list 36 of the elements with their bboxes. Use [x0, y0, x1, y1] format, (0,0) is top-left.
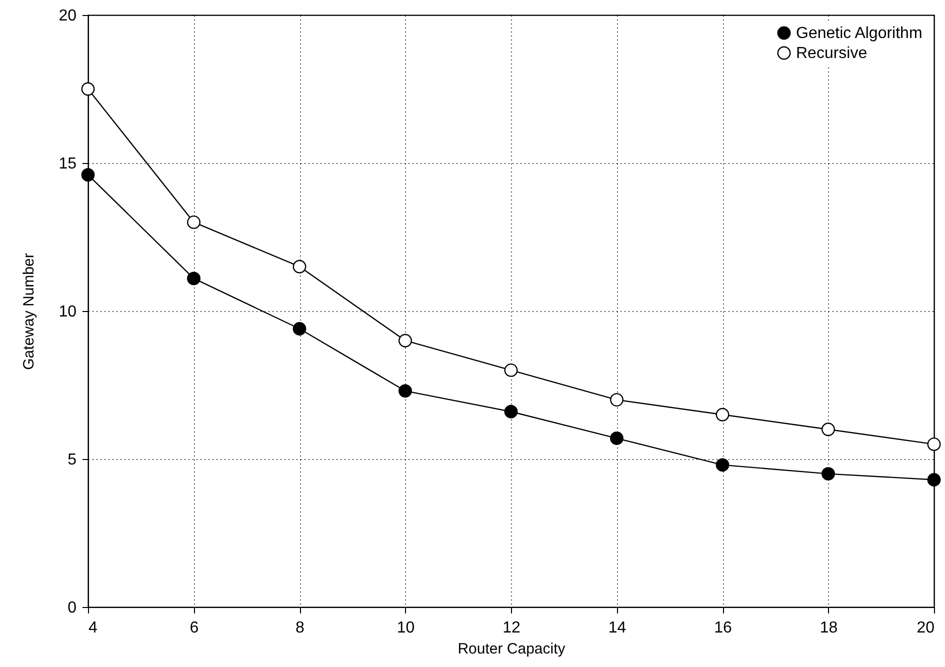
point: [292, 322, 306, 336]
x-tick-label: 8: [296, 620, 305, 636]
y-tick-label: 15: [58, 156, 77, 172]
point: [504, 404, 518, 418]
point: [187, 272, 200, 286]
x-tick-label: 20: [916, 620, 935, 636]
point: [927, 473, 941, 486]
x-axis-title: Router Capacity: [458, 640, 566, 658]
y-tick-label: 5: [68, 452, 77, 468]
x-tick-label: 12: [502, 620, 520, 636]
point: [81, 168, 95, 182]
y-axis-title: Gateway Number: [20, 253, 38, 370]
point: [398, 334, 412, 348]
point: [822, 422, 835, 436]
point: [927, 437, 941, 451]
point: [822, 467, 835, 481]
legend-label: Recursive: [796, 45, 868, 62]
point: [610, 432, 624, 445]
point: [504, 363, 518, 377]
point: [610, 393, 624, 407]
y-tick-label: 20: [58, 8, 77, 24]
legend-label: Genetic Algorithm: [796, 25, 922, 42]
point: [81, 82, 95, 96]
y-tick-label: 10: [58, 304, 77, 320]
x-tick-label: 10: [396, 620, 415, 636]
point: [716, 408, 730, 422]
x-tick-label: 6: [190, 620, 199, 636]
x-tick-label: 4: [88, 620, 98, 636]
point: [716, 458, 730, 472]
point: [292, 260, 306, 274]
x-tick-label: 16: [714, 620, 732, 636]
x-tick-label: 14: [608, 620, 626, 636]
point: [187, 215, 200, 229]
x-tick-label: 18: [820, 620, 838, 636]
y-tick-label: 0: [68, 600, 77, 616]
point: [398, 384, 412, 398]
